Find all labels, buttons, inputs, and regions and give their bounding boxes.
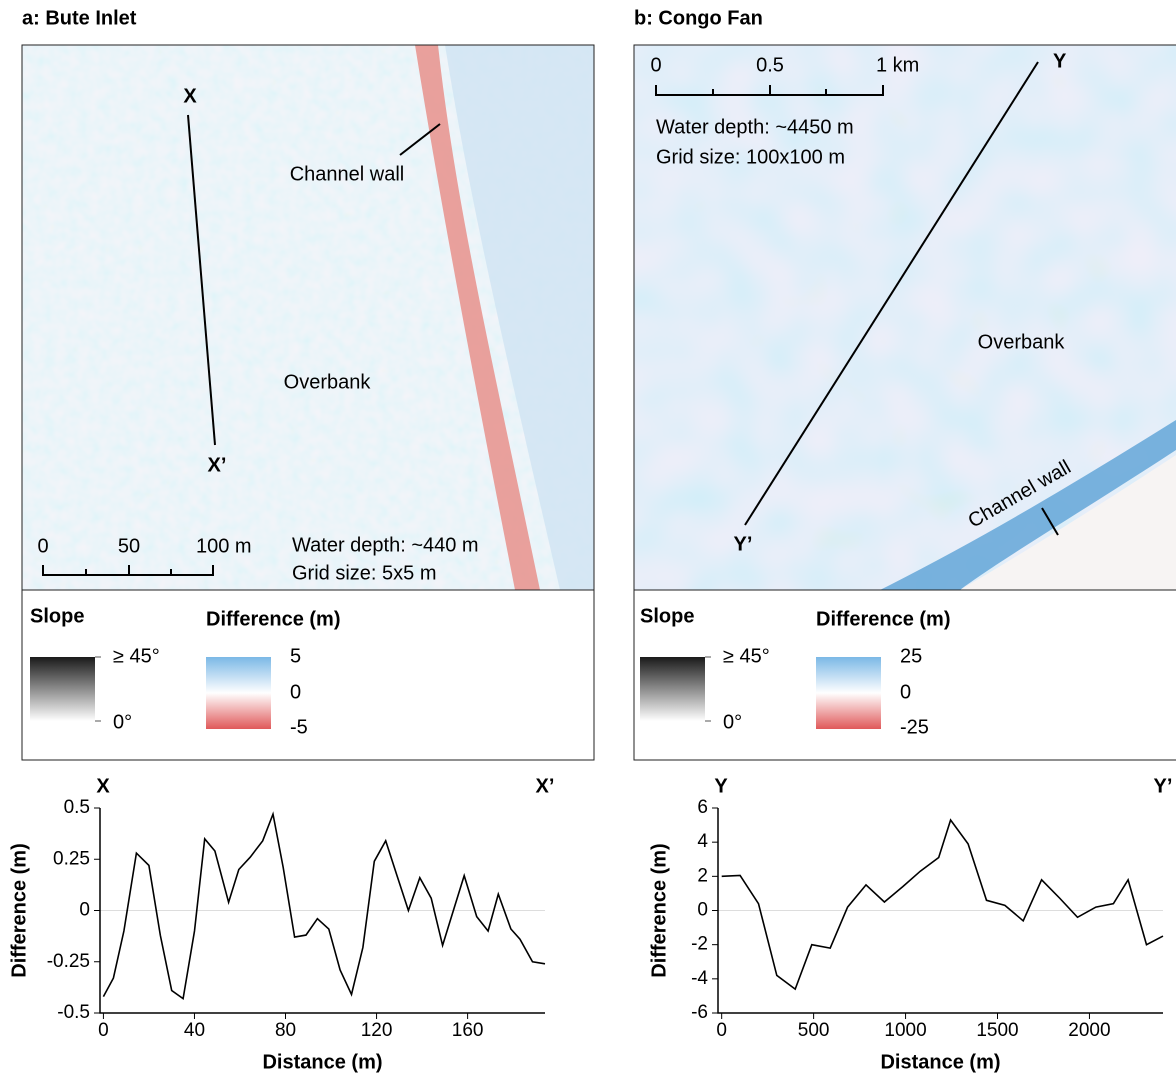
y-tick-label: -0.5 [57, 1002, 90, 1023]
legend-label: 0 [290, 681, 301, 703]
page: a: Bute Inlet X X’ Channel wall Overbank… [0, 0, 1176, 1082]
legend-title: Difference (m) [206, 608, 340, 630]
profile-start: X [96, 775, 110, 797]
map-note: Water depth: ~4450 m [656, 116, 854, 138]
y-tick-label: 4 [697, 831, 708, 852]
profile-marker: Y [1053, 50, 1067, 72]
data-line [103, 814, 545, 999]
scale-label: 0.5 [756, 54, 784, 76]
y-axis-label: Difference (m) [8, 843, 30, 977]
legend-title: Difference (m) [816, 608, 950, 630]
legend-tick [705, 657, 711, 721]
legend-label: 25 [900, 645, 922, 667]
map-note: Grid size: 5x5 m [292, 562, 436, 584]
slope-bar [30, 657, 95, 721]
legend-label: ≥ 45° [113, 645, 160, 667]
x-tick-label: 2000 [1068, 1020, 1110, 1041]
data-line [722, 820, 1163, 989]
legend-label: 0 [900, 681, 911, 703]
map-note: Water depth: ~440 m [292, 534, 479, 556]
x-tick-label: 1000 [884, 1020, 926, 1041]
x-axis-label: Distance (m) [880, 1051, 1000, 1073]
legend-tick [95, 657, 101, 721]
y-tick-label: -0.25 [47, 951, 90, 972]
difference-bar [206, 657, 271, 729]
scale-label: 0 [37, 535, 48, 557]
profile-marker: X [183, 85, 197, 107]
panel-title: a: Bute Inlet [22, 7, 137, 29]
x-tick-label: 0 [716, 1020, 727, 1041]
slope-bar [640, 657, 705, 721]
scale-label: 1 km [876, 54, 919, 76]
legend-label: 0° [723, 711, 742, 733]
y-tick-label: 0.25 [53, 848, 90, 869]
profile-start: Y [714, 775, 728, 797]
y-tick-label: 6 [697, 797, 708, 818]
y-tick-label: 0 [697, 900, 708, 921]
figure: a: Bute Inlet X X’ Channel wall Overbank… [0, 0, 1176, 1082]
x-tick-label: 80 [275, 1020, 296, 1041]
legend-label: -25 [900, 716, 929, 738]
x-axis-label: Distance (m) [262, 1051, 382, 1073]
scale-label: 0 [650, 54, 661, 76]
y-axis-label: Difference (m) [648, 843, 670, 977]
map-label: Overbank [284, 371, 372, 393]
y-tick-label: 2 [697, 865, 708, 886]
difference-bar [816, 657, 881, 729]
x-tick-label: 0 [98, 1020, 109, 1041]
panel-title: b: Congo Fan [634, 7, 763, 29]
scale-label: 50 [118, 535, 140, 557]
legend-label: ≥ 45° [723, 645, 770, 667]
y-tick-label: -6 [691, 1002, 708, 1023]
map-label: Channel wall [290, 163, 405, 185]
legend-label: -5 [290, 716, 308, 738]
map-panel [22, 45, 600, 590]
y-tick-label: -2 [691, 934, 708, 955]
x-tick-label: 500 [798, 1020, 830, 1041]
scale-label: 100 m [196, 535, 252, 557]
profile-marker: Y’ [734, 533, 753, 555]
profile-end: X’ [536, 775, 555, 797]
map-note: Grid size: 100x100 m [656, 146, 845, 168]
legend-label: 5 [290, 645, 301, 667]
legend-label: 0° [113, 711, 132, 733]
legend-title: Slope [30, 605, 84, 627]
x-tick-label: 160 [452, 1020, 484, 1041]
legend-title: Slope [640, 605, 694, 627]
profile-end: Y’ [1154, 775, 1173, 797]
x-tick-label: 40 [184, 1020, 205, 1041]
y-tick-label: -4 [691, 968, 708, 989]
profile-marker: X’ [208, 454, 227, 476]
map-label: Overbank [978, 331, 1066, 353]
x-tick-label: 1500 [976, 1020, 1018, 1041]
y-tick-label: 0.5 [64, 797, 90, 818]
x-tick-label: 120 [361, 1020, 393, 1041]
y-tick-label: 0 [79, 900, 90, 921]
